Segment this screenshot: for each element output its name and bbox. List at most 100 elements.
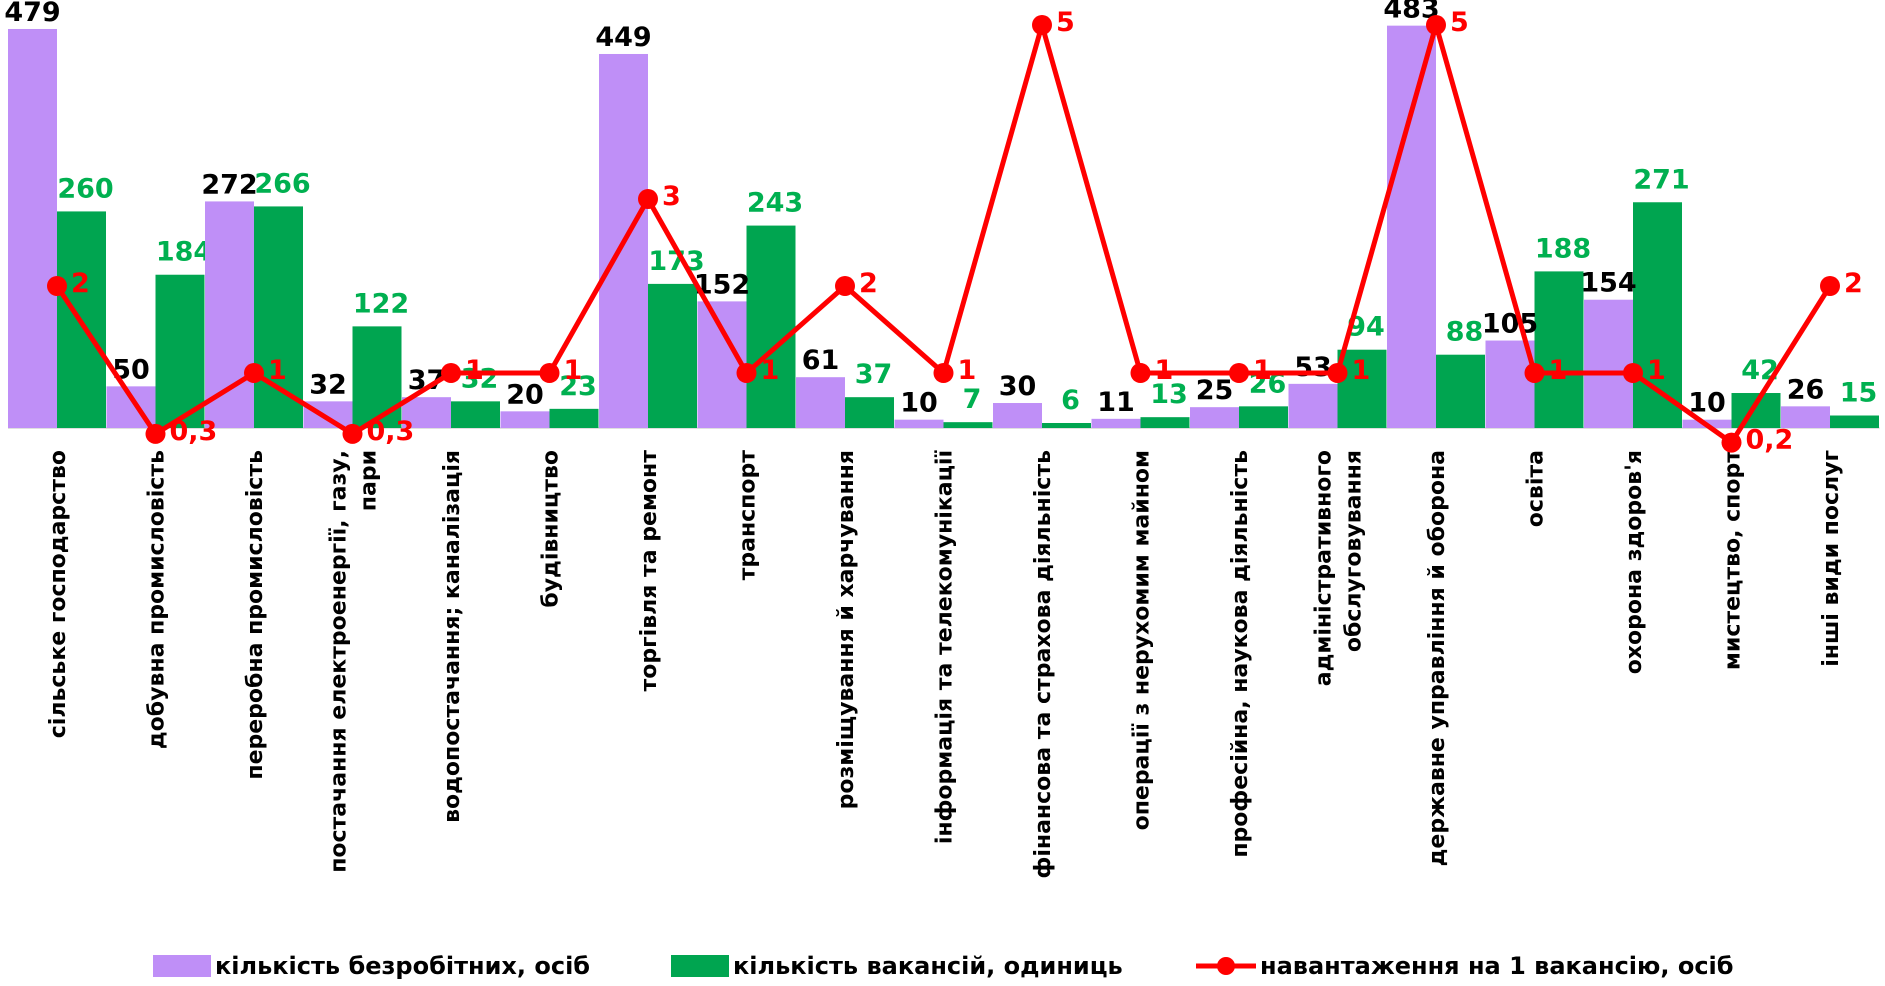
data-label-vacancies: 184: [156, 237, 212, 268]
x-tick-label: професійна, наукова діяльність: [1228, 450, 1253, 858]
point-load: [933, 363, 954, 383]
data-label-unemployed: 11: [1097, 387, 1135, 418]
bar-vacancies: [943, 422, 993, 428]
x-tick-label: фінансова та страхова діяльність: [1031, 450, 1056, 878]
data-label-unemployed: 25: [1196, 375, 1234, 406]
bar-vacancies: [451, 401, 500, 428]
legend-swatch-vacancies: [671, 955, 729, 977]
point-load: [1032, 15, 1052, 35]
point-load: [638, 189, 658, 209]
data-label-vacancies: 260: [57, 173, 113, 204]
point-load: [1327, 363, 1348, 383]
data-label-load: 1: [1647, 355, 1666, 386]
data-label-vacancies: 88: [1446, 317, 1484, 348]
x-tick-label: постачання електроенергії, газу, пари: [327, 450, 382, 873]
data-label-load: 2: [71, 268, 90, 299]
data-label-unemployed: 26: [1787, 374, 1825, 405]
data-label-load: 1: [1155, 355, 1174, 386]
bar-unemployed: [500, 411, 550, 428]
data-label-load: 1: [958, 355, 977, 386]
data-label-unemployed: 53: [1294, 352, 1332, 383]
x-tick-label: добувна промисловість: [145, 450, 170, 749]
x-tick-label: переробна промисловість: [243, 450, 268, 780]
data-label-load: 1: [1253, 355, 1272, 386]
data-label-unemployed: 32: [309, 369, 347, 400]
bar-unemployed: [993, 403, 1042, 428]
point-load: [1229, 363, 1249, 383]
x-tick-label: охорона здоров'я: [1622, 450, 1647, 674]
bar-vacancies: [155, 274, 205, 428]
data-label-unemployed: 30: [999, 371, 1037, 402]
data-label-load: 1: [465, 355, 484, 386]
bar-vacancies: [352, 326, 402, 428]
x-tick-label: освіта: [1524, 450, 1549, 527]
legend-label-load: навантаження на 1 вакансію, осіб: [1260, 952, 1734, 980]
data-label-load: 5: [1450, 7, 1469, 38]
bar-vacancies: [845, 397, 894, 428]
data-label-unemployed: 10: [900, 388, 938, 419]
x-tick-label: торгівля та ремонт: [637, 450, 662, 692]
data-label-vacancies: 15: [1840, 378, 1878, 409]
data-label-vacancies: 271: [1633, 164, 1689, 195]
data-label-load: 0,3: [170, 416, 218, 447]
point-load: [145, 423, 166, 444]
data-label-unemployed: 20: [506, 379, 544, 410]
x-tick-label: державне управління й оборона: [1425, 450, 1450, 866]
data-label-vacancies: 7: [963, 384, 982, 415]
bar-vacancies: [254, 206, 303, 428]
data-label-unemployed: 61: [802, 345, 840, 376]
legend-item-load: навантаження на 1 вакансію, осіб: [1196, 948, 1734, 984]
data-label-load: 1: [1352, 355, 1371, 386]
bar-vacancies: [1337, 349, 1387, 428]
x-tick-label: розміщування й харчування: [834, 450, 859, 809]
x-tick-label: водопостачання; каналізація: [440, 450, 465, 823]
bar-vacancies: [1830, 415, 1879, 428]
data-label-load: 0,2: [1746, 425, 1794, 456]
bar-vacancies: [746, 225, 796, 428]
data-label-load: 1: [761, 355, 780, 386]
bar-unemployed: [1288, 383, 1338, 428]
bar-unemployed: [8, 28, 57, 428]
data-label-unemployed: 272: [201, 169, 257, 200]
legend-swatch-load: [1196, 957, 1256, 975]
point-load: [1721, 432, 1742, 453]
bar-vacancies: [1042, 423, 1091, 428]
point-load: [441, 363, 461, 383]
data-label-load: 2: [859, 268, 878, 299]
bar-vacancies: [1436, 354, 1485, 428]
point-load: [1820, 276, 1840, 296]
data-label-vacancies: 42: [1741, 355, 1779, 386]
data-label-vacancies: 23: [559, 371, 597, 402]
bar-vacancies: [1140, 417, 1190, 428]
point-load: [47, 276, 67, 296]
bar-unemployed: [894, 419, 944, 428]
point-load: [1130, 363, 1151, 383]
x-tick-label: транспорт: [736, 450, 761, 581]
legend-label-unemployed: кількість безробітних, осіб: [215, 952, 591, 980]
data-label-vacancies: 122: [353, 288, 409, 319]
x-tick-label: інформація та телекомунікації: [933, 450, 958, 845]
bar-vacancies: [549, 408, 599, 428]
bar-vacancies: [1239, 406, 1288, 428]
x-tick-label: інші види послуг: [1819, 450, 1844, 667]
bar-vacancies: [1633, 202, 1682, 428]
point-load: [1426, 15, 1446, 35]
bar-vacancies: [1534, 271, 1584, 428]
legend-swatch-unemployed: [153, 955, 211, 977]
bar-vacancies: [1731, 393, 1781, 428]
data-label-vacancies: 188: [1535, 233, 1591, 264]
data-label-load: 0,3: [367, 416, 415, 447]
data-label-load: 1: [268, 355, 287, 386]
x-tick-label: мистецтво, спорт: [1721, 450, 1746, 670]
legend-item-vacancies: кількість вакансій, одиниць: [671, 948, 1123, 984]
bar-unemployed: [1091, 418, 1141, 428]
bar-unemployed: [1190, 407, 1239, 428]
bar-unemployed: [205, 201, 254, 428]
legend-label-vacancies: кількість вакансій, одиниць: [733, 952, 1123, 980]
data-label-unemployed: 105: [1482, 309, 1538, 340]
data-label-unemployed: 479: [4, 0, 60, 28]
data-label-vacancies: 32: [461, 363, 499, 394]
data-label-load: 2: [1844, 268, 1863, 299]
